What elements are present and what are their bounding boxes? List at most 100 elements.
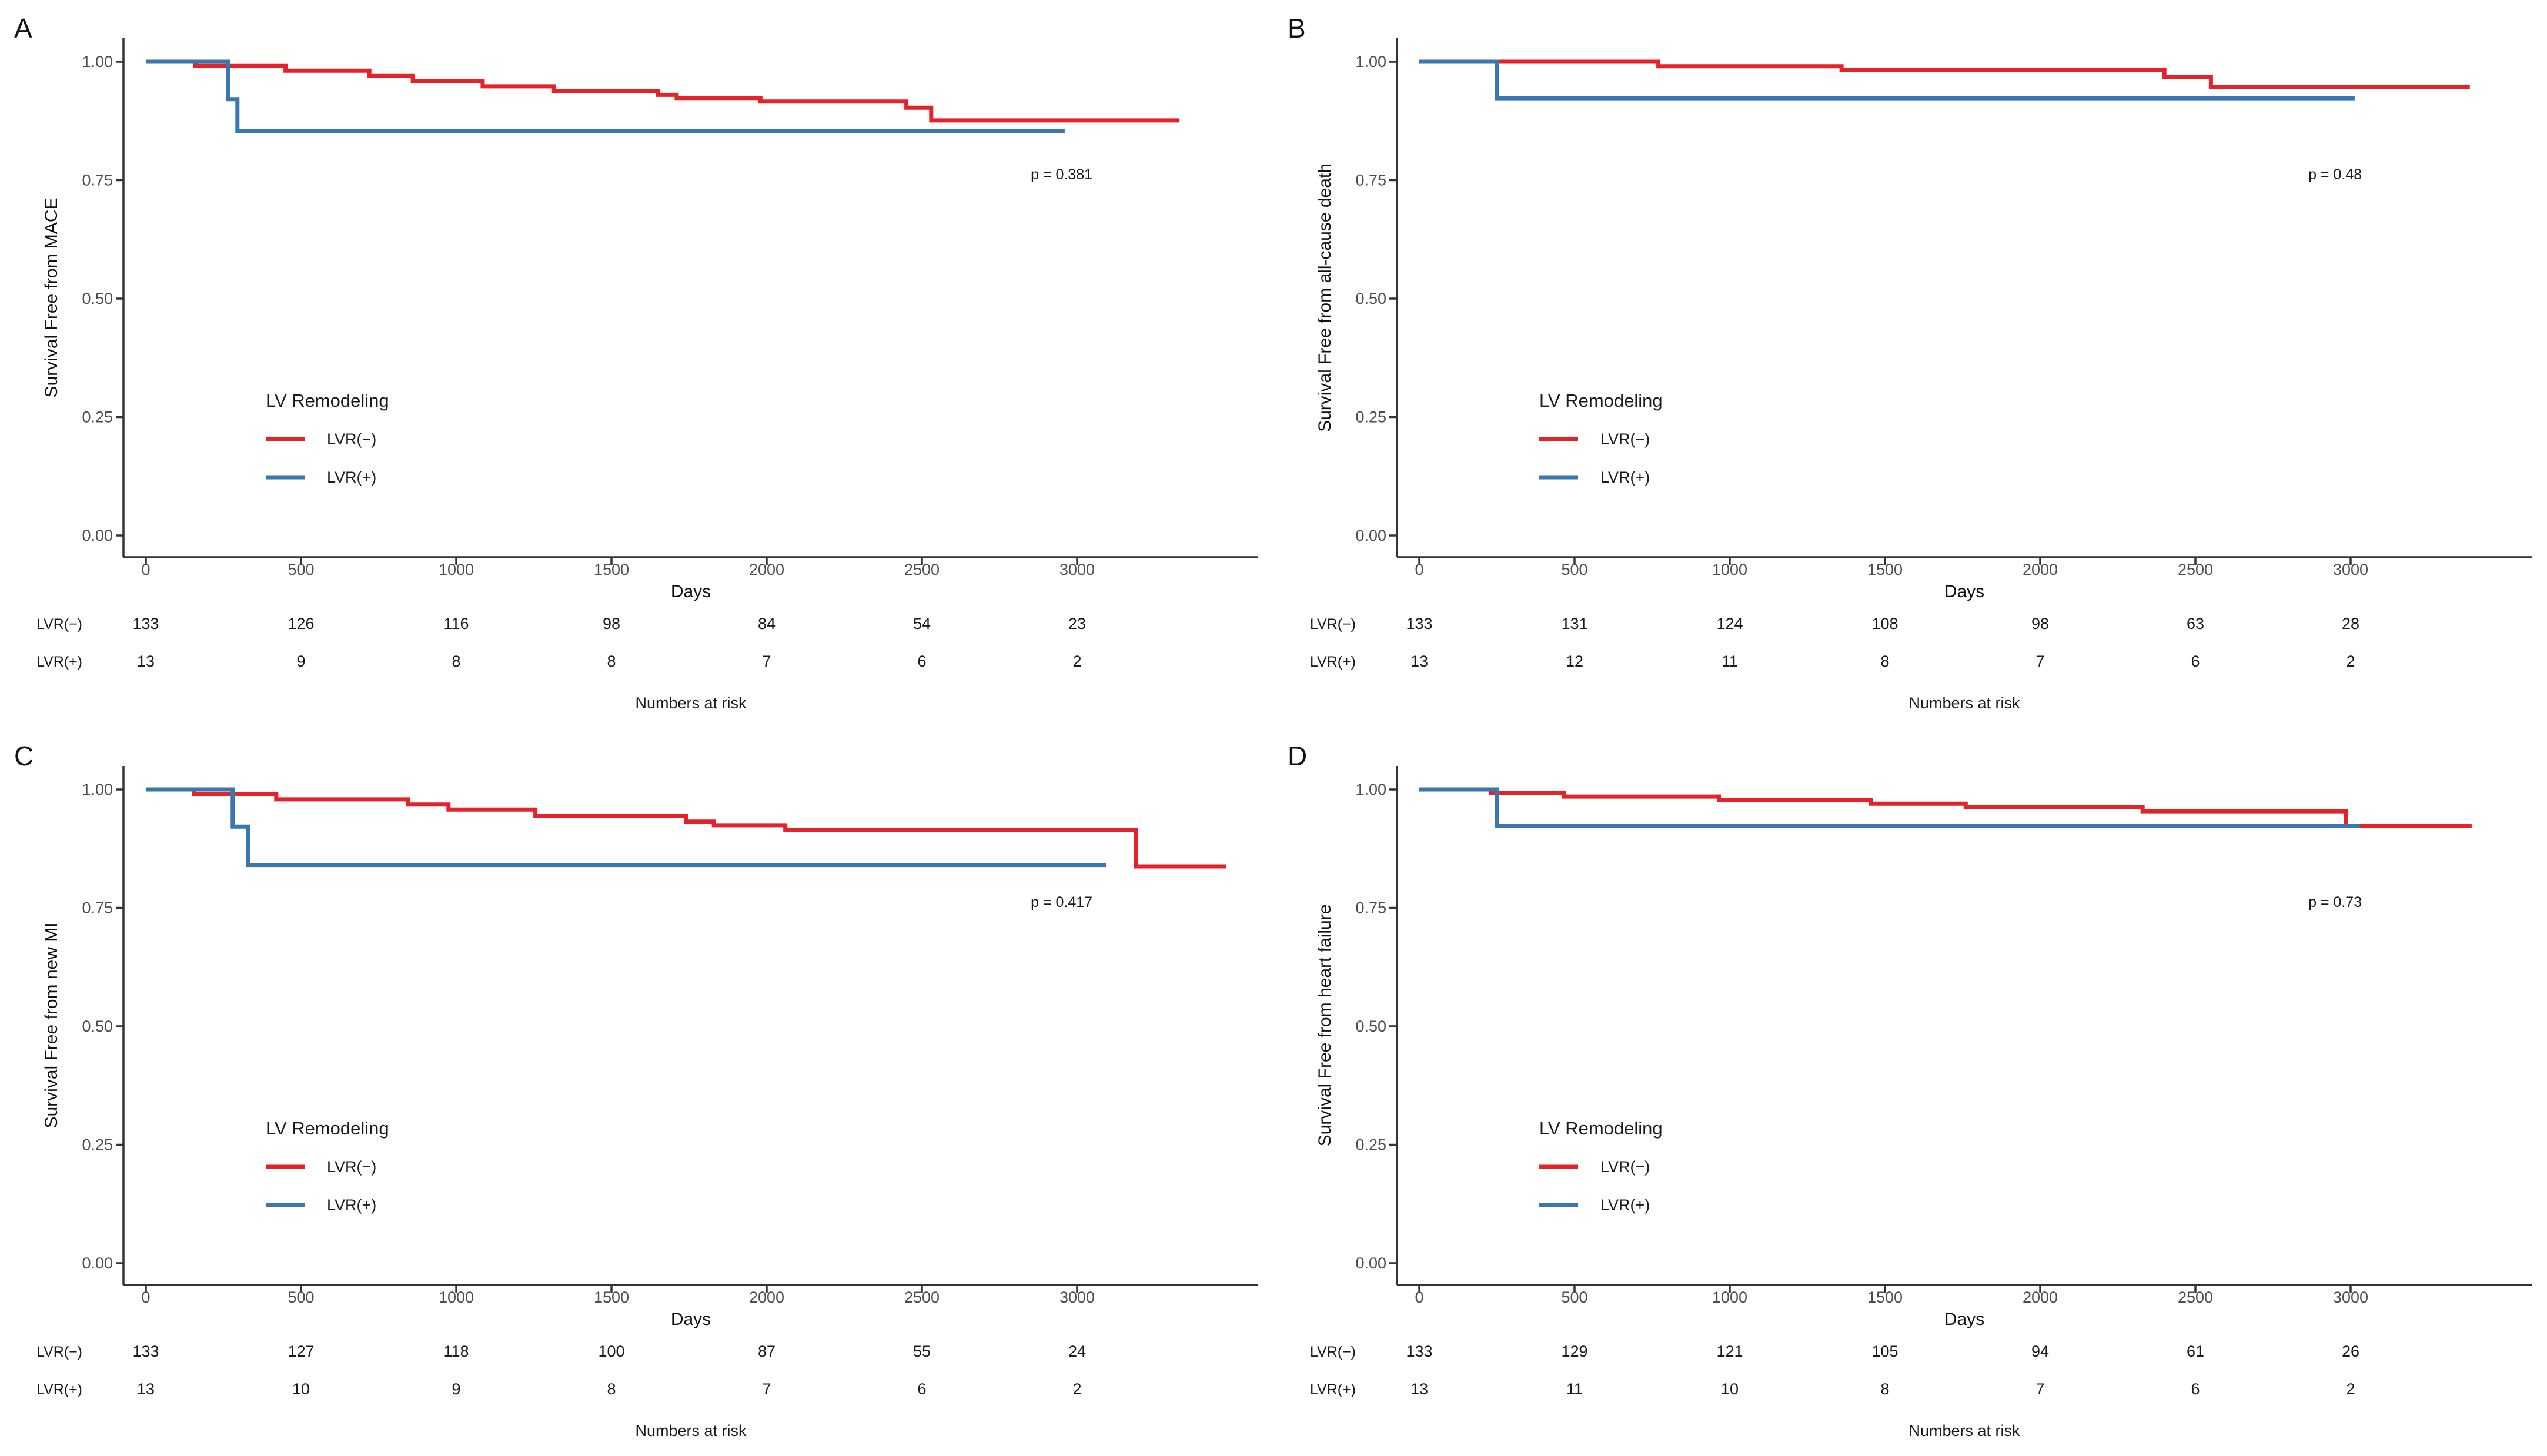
risk-count-lvr-pos: 2 [1072, 1380, 1081, 1398]
risk-count-lvr-pos: 8 [607, 1380, 616, 1398]
p-value-label: p = 0.417 [1031, 894, 1092, 911]
km-curve-lvr-neg [1419, 787, 2472, 828]
risk-count-lvr-neg: 133 [1406, 615, 1432, 632]
panel-letter-d: D [1288, 741, 1307, 771]
legend-item-label-lvr-pos: LVR(+) [327, 468, 376, 486]
y-tick-label: 0.25 [82, 409, 113, 426]
risk-table-caption: Numbers at risk [635, 694, 747, 712]
risk-count-lvr-neg: 98 [603, 615, 620, 632]
x-tick-label: 1500 [594, 1288, 629, 1306]
risk-count-lvr-pos: 6 [917, 652, 926, 670]
legend-item-label-lvr-neg: LVR(−) [1600, 1158, 1650, 1176]
risk-count-lvr-neg: 127 [288, 1343, 314, 1360]
risk-count-lvr-neg: 121 [1716, 1343, 1743, 1360]
risk-count-lvr-neg: 87 [758, 1343, 776, 1360]
risk-count-lvr-neg: 131 [1561, 615, 1587, 632]
x-tick-label: 2500 [904, 1288, 940, 1306]
legend-item-label-lvr-neg: LVR(−) [1600, 430, 1650, 448]
p-value-label: p = 0.73 [2308, 894, 2362, 911]
risk-count-lvr-pos: 8 [1880, 1380, 1889, 1398]
y-tick-label: 0.50 [82, 290, 113, 307]
km-panel-c-svg: C 0.00 0.25 0.50 0.75 1.00 0 133 13 500 127 10 1000 1… [14, 741, 1258, 1440]
x-tick-label: 1000 [1712, 1288, 1747, 1306]
km-curve-lvr-pos [1419, 787, 2360, 828]
x-tick-label: 0 [141, 1288, 150, 1306]
legend-item-label-lvr-pos: LVR(+) [1600, 1196, 1650, 1214]
panel-d: D 0.00 0.25 0.50 0.75 1.00 0 133 13 500 129 11 1000 1… [1274, 728, 2547, 1456]
risk-count-lvr-neg: 133 [132, 1343, 159, 1360]
x-tick-label: 500 [1561, 1288, 1587, 1306]
risk-table-caption: Numbers at risk [1908, 694, 2020, 712]
risk-count-lvr-neg: 54 [913, 615, 931, 632]
y-tick-label: 0.75 [1355, 899, 1386, 917]
risk-count-lvr-pos: 9 [452, 1380, 460, 1398]
risk-count-lvr-pos: 7 [2035, 1380, 2044, 1398]
risk-count-lvr-pos: 2 [2346, 652, 2355, 670]
x-tick-label: 0 [1415, 561, 1423, 578]
x-tick-label: 0 [141, 561, 150, 578]
y-tick-label: 0.00 [82, 1254, 113, 1272]
risk-count-lvr-pos: 8 [1880, 652, 1889, 670]
x-tick-label: 3000 [2333, 1288, 2368, 1306]
risk-count-lvr-pos: 6 [2191, 652, 2200, 670]
risk-table-caption: Numbers at risk [1908, 1422, 2020, 1440]
x-axis-title: Days [1944, 582, 1984, 601]
risk-count-lvr-pos: 13 [1410, 1380, 1428, 1398]
x-tick-label: 2000 [2023, 561, 2058, 578]
y-tick-label: 0.25 [1355, 1136, 1386, 1154]
risk-count-lvr-neg: 98 [2031, 615, 2049, 632]
risk-row-label-lvr-pos: LVR(+) [36, 654, 82, 670]
y-tick-label: 0.50 [82, 1017, 113, 1035]
legend-title: LV Remodeling [266, 1118, 389, 1139]
x-tick-label: 1500 [1867, 561, 1903, 578]
risk-count-lvr-pos: 11 [1722, 652, 1738, 670]
risk-count-lvr-neg: 118 [443, 1343, 469, 1360]
risk-row-label-lvr-neg: LVR(−) [36, 1344, 82, 1360]
risk-count-lvr-neg: 100 [598, 1343, 624, 1360]
risk-count-lvr-pos: 10 [292, 1380, 310, 1398]
legend-title: LV Remodeling [1539, 390, 1663, 411]
x-tick-label: 500 [288, 1288, 314, 1306]
x-tick-label: 500 [288, 561, 314, 578]
risk-row-label-lvr-neg: LVR(−) [1310, 616, 1356, 632]
risk-count-lvr-neg: 26 [2342, 1343, 2359, 1360]
risk-count-lvr-pos: 8 [607, 652, 616, 670]
x-tick-label: 2000 [749, 1288, 784, 1306]
risk-row-label-lvr-neg: LVR(−) [36, 616, 82, 632]
y-tick-label: 1.00 [82, 781, 113, 798]
risk-count-lvr-neg: 124 [1716, 615, 1743, 632]
km-panel-d-svg: D 0.00 0.25 0.50 0.75 1.00 0 133 13 500 129 11 1000 1… [1288, 741, 2532, 1440]
x-tick-label: 2500 [2178, 561, 2213, 578]
risk-count-lvr-neg: 133 [132, 615, 159, 632]
y-tick-label: 0.75 [1355, 172, 1386, 189]
risk-count-lvr-neg: 116 [443, 615, 469, 632]
risk-count-lvr-neg: 84 [758, 615, 776, 632]
risk-count-lvr-pos: 10 [1721, 1380, 1739, 1398]
km-curve-lvr-pos [1419, 59, 2355, 101]
y-tick-label: 0.75 [82, 899, 113, 917]
km-panel-a-svg: A 0.00 0.25 0.50 0.75 1.00 0 133 13 500 126 9 1000 11… [14, 13, 1258, 712]
y-tick-label: 0.00 [1355, 527, 1386, 544]
legend-title: LV Remodeling [266, 390, 389, 411]
risk-row-label-lvr-pos: LVR(+) [1310, 654, 1356, 670]
risk-count-lvr-pos: 8 [452, 652, 460, 670]
legend-item-label-lvr-neg: LVR(−) [327, 1158, 376, 1176]
panel-b: B 0.00 0.25 0.50 0.75 1.00 0 133 13 500 131 12 1000 1… [1274, 0, 2547, 728]
risk-count-lvr-neg: 108 [1871, 615, 1898, 632]
risk-count-lvr-pos: 11 [1566, 1380, 1583, 1398]
x-axis-title: Days [671, 582, 711, 601]
legend-item-label-lvr-pos: LVR(+) [327, 1196, 376, 1214]
panel-letter-b: B [1288, 13, 1306, 43]
km-curve-lvr-neg [1419, 59, 2470, 89]
y-tick-label: 1.00 [1355, 53, 1386, 71]
risk-count-lvr-pos: 9 [296, 652, 305, 670]
y-tick-label: 0.50 [1355, 290, 1386, 307]
legend-item-label-lvr-pos: LVR(+) [1600, 468, 1650, 486]
km-curve-lvr-neg [146, 59, 1180, 123]
y-tick-label: 0.75 [82, 172, 113, 189]
p-value-label: p = 0.48 [2308, 166, 2362, 183]
y-axis-title: Survival Free from new MI [42, 922, 61, 1128]
x-tick-label: 1500 [594, 561, 629, 578]
panel-a: A 0.00 0.25 0.50 0.75 1.00 0 133 13 500 126 9 1000 11… [0, 0, 1274, 728]
x-axis-title: Days [671, 1310, 711, 1329]
